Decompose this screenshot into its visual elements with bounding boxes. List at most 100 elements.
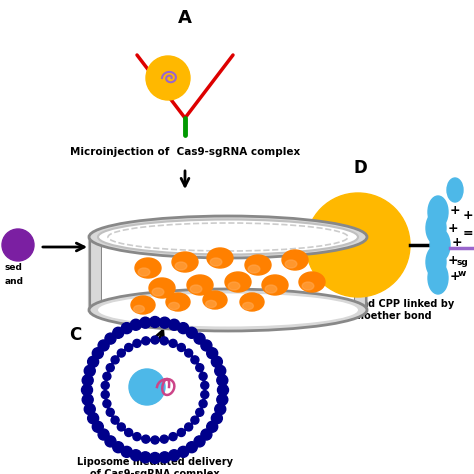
Circle shape xyxy=(186,327,197,338)
Text: C: C xyxy=(69,326,81,344)
Ellipse shape xyxy=(262,275,288,295)
Circle shape xyxy=(207,348,218,359)
Circle shape xyxy=(169,433,177,441)
Circle shape xyxy=(196,364,204,372)
Ellipse shape xyxy=(299,272,325,292)
Text: +: + xyxy=(463,209,474,221)
Circle shape xyxy=(82,394,93,405)
Text: +: + xyxy=(447,221,458,235)
Text: +: + xyxy=(450,203,460,217)
Circle shape xyxy=(113,442,124,453)
Ellipse shape xyxy=(172,252,198,272)
Ellipse shape xyxy=(89,216,367,258)
Ellipse shape xyxy=(152,288,164,296)
Ellipse shape xyxy=(175,262,187,270)
Circle shape xyxy=(129,369,165,405)
Circle shape xyxy=(140,452,151,463)
Circle shape xyxy=(105,436,116,447)
Circle shape xyxy=(92,348,103,359)
Circle shape xyxy=(142,435,150,443)
FancyBboxPatch shape xyxy=(354,237,366,310)
Circle shape xyxy=(151,436,159,444)
Circle shape xyxy=(105,333,116,344)
Circle shape xyxy=(211,413,222,424)
Circle shape xyxy=(160,337,168,345)
Circle shape xyxy=(201,340,212,351)
Circle shape xyxy=(177,344,185,352)
Circle shape xyxy=(186,442,197,453)
Circle shape xyxy=(113,327,124,338)
Circle shape xyxy=(121,323,132,334)
Ellipse shape xyxy=(138,268,150,276)
Circle shape xyxy=(151,336,159,344)
Circle shape xyxy=(121,447,132,457)
Circle shape xyxy=(82,384,92,395)
Circle shape xyxy=(111,356,119,364)
Circle shape xyxy=(146,56,190,100)
Circle shape xyxy=(191,416,199,424)
Circle shape xyxy=(111,416,119,424)
Ellipse shape xyxy=(89,289,367,331)
Circle shape xyxy=(217,394,228,405)
Ellipse shape xyxy=(98,219,358,255)
Circle shape xyxy=(169,319,180,330)
Text: sg
w: sg w xyxy=(456,258,468,278)
Circle shape xyxy=(142,337,150,345)
Circle shape xyxy=(201,391,209,399)
Circle shape xyxy=(306,193,410,297)
Ellipse shape xyxy=(206,301,217,308)
Text: Liposome mediated delivery
of Cas9-sgRNA complex: Liposome mediated delivery of Cas9-sgRNA… xyxy=(77,457,233,474)
Ellipse shape xyxy=(131,296,155,314)
Text: sed: sed xyxy=(5,264,23,273)
Circle shape xyxy=(201,429,212,440)
Circle shape xyxy=(149,317,161,328)
Ellipse shape xyxy=(248,265,260,273)
Circle shape xyxy=(159,452,170,463)
Text: +: + xyxy=(452,236,462,248)
Ellipse shape xyxy=(428,262,448,294)
Circle shape xyxy=(199,372,207,380)
Circle shape xyxy=(194,436,205,447)
Circle shape xyxy=(194,333,205,344)
Circle shape xyxy=(118,423,125,431)
Ellipse shape xyxy=(243,302,254,310)
Circle shape xyxy=(217,375,228,386)
Ellipse shape xyxy=(426,212,446,244)
Circle shape xyxy=(215,404,226,415)
Circle shape xyxy=(98,429,109,440)
FancyBboxPatch shape xyxy=(102,237,354,308)
Ellipse shape xyxy=(169,302,179,310)
Ellipse shape xyxy=(98,293,358,327)
Circle shape xyxy=(111,346,199,434)
Ellipse shape xyxy=(245,255,271,275)
Ellipse shape xyxy=(302,282,314,290)
Circle shape xyxy=(140,317,151,328)
Circle shape xyxy=(130,450,141,461)
Circle shape xyxy=(159,317,170,328)
Ellipse shape xyxy=(149,278,175,298)
Circle shape xyxy=(84,404,95,415)
Circle shape xyxy=(196,408,204,416)
Circle shape xyxy=(211,356,222,367)
Circle shape xyxy=(2,229,34,261)
Circle shape xyxy=(199,400,207,408)
Circle shape xyxy=(125,428,133,437)
Text: A: A xyxy=(178,9,192,27)
Circle shape xyxy=(130,319,141,330)
Circle shape xyxy=(215,365,226,376)
Circle shape xyxy=(191,356,199,364)
FancyBboxPatch shape xyxy=(90,237,102,310)
Ellipse shape xyxy=(228,282,240,290)
Circle shape xyxy=(82,375,93,386)
Circle shape xyxy=(201,382,209,389)
Ellipse shape xyxy=(210,258,222,266)
Circle shape xyxy=(218,384,228,395)
Ellipse shape xyxy=(282,250,308,270)
Text: +: + xyxy=(450,270,460,283)
Circle shape xyxy=(103,372,111,380)
Circle shape xyxy=(88,413,99,424)
Circle shape xyxy=(105,340,205,440)
Text: and: and xyxy=(5,277,24,286)
Text: D: D xyxy=(353,159,367,177)
Circle shape xyxy=(106,408,114,416)
